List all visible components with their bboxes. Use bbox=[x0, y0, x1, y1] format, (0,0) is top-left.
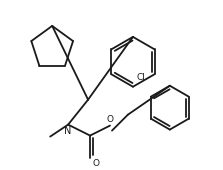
Text: Cl: Cl bbox=[137, 73, 146, 82]
Text: O: O bbox=[92, 158, 99, 167]
Text: N: N bbox=[64, 126, 72, 136]
Text: O: O bbox=[107, 115, 114, 124]
